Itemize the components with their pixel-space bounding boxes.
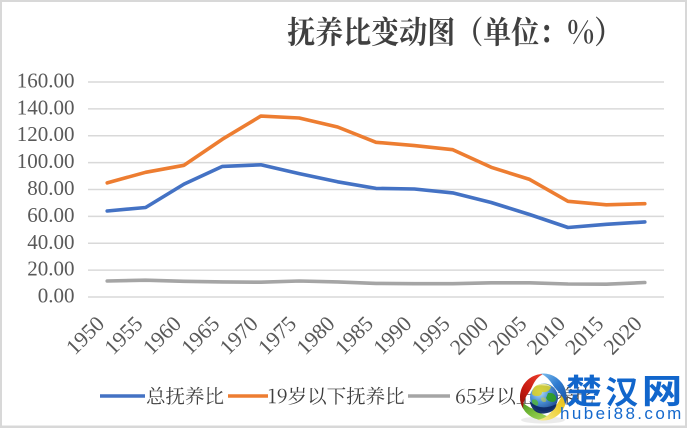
svg-text:140.00: 140.00 (17, 95, 75, 119)
svg-text:120.00: 120.00 (17, 122, 75, 146)
svg-text:60.00: 60.00 (27, 203, 74, 227)
svg-text:40.00: 40.00 (27, 230, 74, 254)
svg-text:20.00: 20.00 (27, 257, 74, 281)
svg-text:80.00: 80.00 (27, 176, 74, 200)
svg-text:0.00: 0.00 (38, 284, 75, 308)
svg-text:hubei88.com: hubei88.com (560, 404, 684, 423)
svg-text:100.00: 100.00 (17, 149, 75, 173)
svg-text:160.00: 160.00 (17, 69, 75, 93)
